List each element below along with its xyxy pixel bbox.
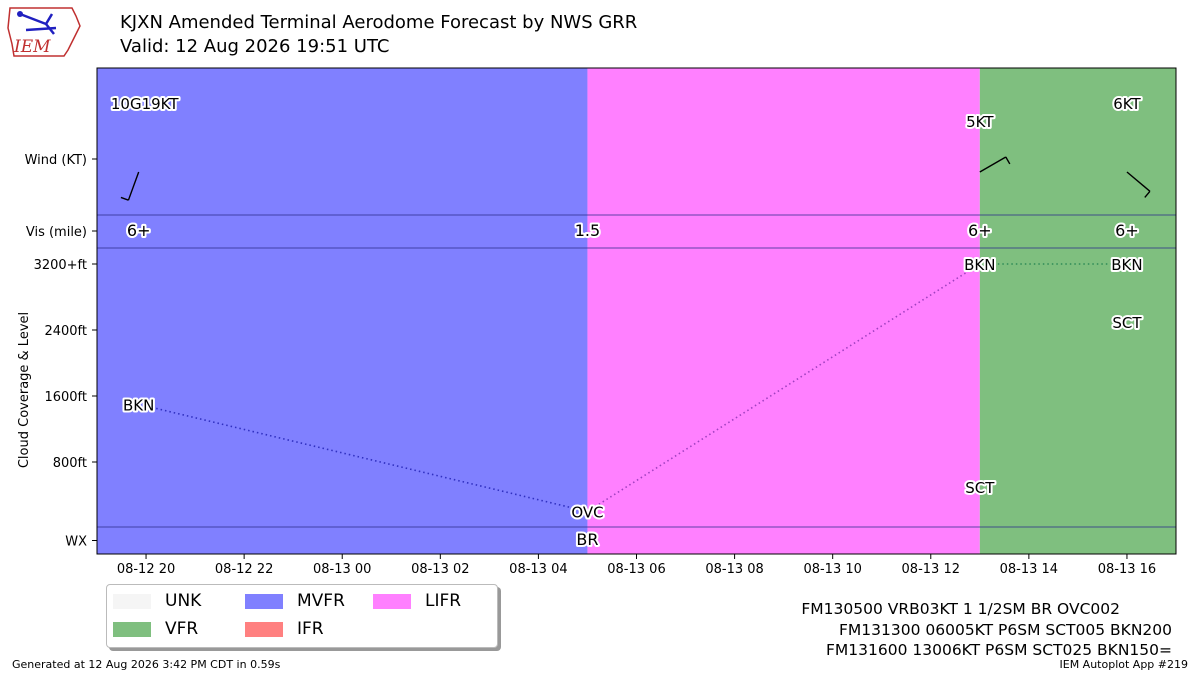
iowa-outline-icon — [7, 7, 81, 57]
legend-label: VFR — [165, 619, 199, 639]
x-tick-label: 08-13 08 — [705, 562, 763, 577]
wind-barb-feather — [1005, 156, 1011, 165]
x-tick-label: 08-12 20 — [117, 562, 175, 577]
legend-item-lifr: LIFR — [373, 590, 461, 612]
category-band-mvfr — [97, 68, 588, 554]
legend-item-ifr: IFR — [245, 618, 324, 640]
vis-label: 6+ — [127, 221, 151, 240]
legend-swatch — [113, 593, 151, 609]
cloud-label-ovc: OVC — [571, 504, 603, 522]
x-tick-label: 08-13 06 — [607, 562, 665, 577]
wind-barb-feather — [1144, 190, 1151, 198]
wind-row-label: Wind (KT) — [25, 153, 87, 168]
cloud-label-bkn: BKN — [964, 256, 995, 274]
y-axis-label: Cloud Coverage & Level — [17, 312, 32, 468]
legend-swatch — [245, 621, 283, 637]
cloud-tick-label: 3200+ft — [34, 258, 87, 273]
taf-line-1: FM130500 VRB03KT 1 1/2SM BR OVC002 — [801, 600, 1120, 618]
vis-label: 1.5 — [575, 221, 600, 240]
wind-label: 5KT — [966, 113, 994, 131]
legend-item-vfr: VFR — [113, 618, 198, 640]
wind-label: 10G19KT — [111, 95, 179, 113]
legend-swatch — [245, 593, 283, 609]
legend-label: MVFR — [297, 591, 345, 611]
cloud-trend-line-2 — [587, 263, 981, 513]
wind-barb-staff — [127, 171, 140, 201]
legend-swatch — [373, 593, 411, 609]
chart-title: KJXN Amended Terminal Aerodome Forecast … — [120, 12, 638, 33]
cloud-trend-line-1 — [138, 403, 588, 513]
x-tick-label: 08-13 02 — [411, 562, 469, 577]
wind-barb-staff — [979, 156, 1007, 173]
legend-label: LIFR — [425, 591, 462, 611]
x-tick-label: 08-13 14 — [1000, 562, 1058, 577]
legend-item-mvfr: MVFR — [245, 590, 345, 612]
legend-swatch — [113, 621, 151, 637]
x-tick-label: 08-13 12 — [902, 562, 960, 577]
generated-note: Generated at 12 Aug 2026 3:42 PM CDT in … — [12, 658, 281, 671]
x-tick-label: 08-13 00 — [313, 562, 371, 577]
taf-line-3: FM131600 13006KT P6SM SCT025 BKN150= — [825, 641, 1172, 659]
wind-label: 6KT — [1113, 95, 1141, 113]
weather-station-icon — [19, 12, 57, 35]
cloud-tick-label: 1600ft — [44, 390, 87, 405]
wx-label: BR — [576, 530, 598, 549]
cloud-label-sct: SCT — [1112, 314, 1142, 332]
wx-row-label: WX — [65, 535, 87, 550]
cloud-tick-label: 800ft — [53, 456, 87, 471]
x-tick-label: 08-13 10 — [803, 562, 861, 577]
legend-label: UNK — [165, 591, 202, 611]
vis-row-label: Vis (mile) — [26, 225, 87, 240]
logo-text: IEM — [13, 37, 51, 57]
category-band-lifr — [587, 68, 980, 554]
app-note: IEM Autoplot App #219 — [1059, 658, 1189, 671]
x-tick-label: 08-13 04 — [509, 562, 567, 577]
legend-label: IFR — [297, 619, 324, 639]
cloud-tick-label: 2400ft — [44, 324, 87, 339]
vis-label: 6+ — [1115, 221, 1139, 240]
vis-label: 6+ — [968, 221, 992, 240]
cloud-label-bkn: BKN — [123, 396, 154, 414]
legend-item-unk: UNK — [113, 590, 201, 612]
legend: UNK VFR MVFR IFR LIFR — [106, 584, 498, 648]
category-band-vfr — [979, 68, 1176, 554]
wind-barb-staff — [1126, 171, 1151, 192]
cloud-label-bkn: BKN — [1111, 256, 1142, 274]
cloud-label-sct: SCT — [965, 479, 995, 497]
iem-logo: IEM — [7, 7, 81, 57]
taf-line-2: FM131300 06005KT P6SM SCT005 BKN200 — [838, 621, 1172, 639]
x-tick-label: 08-12 22 — [215, 562, 273, 577]
wind-barb-feather — [120, 196, 129, 201]
chart-subtitle: Valid: 12 Aug 2026 19:51 UTC — [120, 36, 390, 57]
x-tick-label: 08-13 16 — [1098, 562, 1156, 577]
